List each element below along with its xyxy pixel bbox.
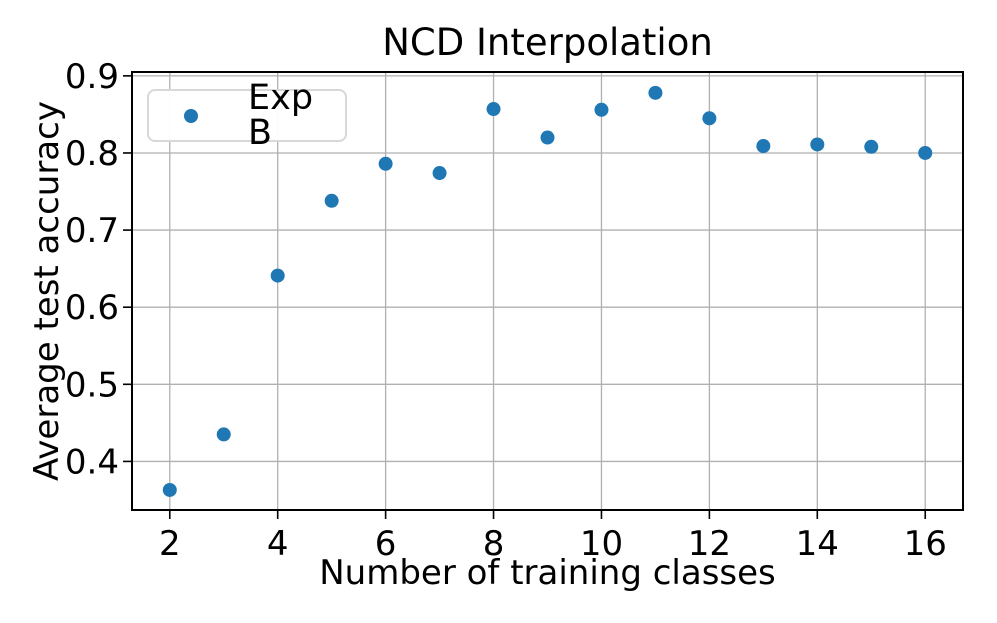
y-axis-label: Average test accuracy <box>27 101 67 481</box>
data-point <box>378 156 393 171</box>
data-point <box>486 102 501 117</box>
data-point <box>702 111 717 126</box>
x-tick-label: 10 <box>580 524 623 564</box>
data-point <box>756 139 771 154</box>
data-point <box>432 166 447 181</box>
y-tick-label: 0.4 <box>65 442 119 482</box>
legend-marker-dot-icon <box>184 108 198 123</box>
x-tick-label: 6 <box>375 524 397 564</box>
y-tick-label: 0.6 <box>65 288 119 328</box>
plot-border <box>131 71 964 511</box>
x-tick-label: 2 <box>159 524 181 564</box>
y-tick-label: 0.8 <box>65 134 119 174</box>
y-tick-label: 0.5 <box>65 365 119 405</box>
legend: Exp B <box>147 80 347 150</box>
y-tick-label: 0.9 <box>65 57 119 97</box>
data-point <box>864 139 879 154</box>
legend-entry-label: Exp B <box>248 77 314 153</box>
x-tick-label: 4 <box>267 524 289 564</box>
data-point <box>540 130 555 145</box>
x-tick-label: 14 <box>796 524 839 564</box>
x-tick-label: 12 <box>688 524 731 564</box>
data-point <box>162 482 177 497</box>
data-point <box>594 102 609 117</box>
data-point <box>324 193 339 208</box>
data-point <box>810 137 825 152</box>
x-tick-label: 8 <box>483 524 505 564</box>
data-point <box>918 145 933 160</box>
x-axis-label: Number of training classes <box>319 553 776 593</box>
x-tick-label: 16 <box>904 524 947 564</box>
chart-title: NCD Interpolation <box>382 21 713 64</box>
data-point <box>270 268 285 283</box>
y-tick-label: 0.7 <box>65 211 119 251</box>
data-point <box>648 85 663 100</box>
data-point <box>216 427 231 442</box>
